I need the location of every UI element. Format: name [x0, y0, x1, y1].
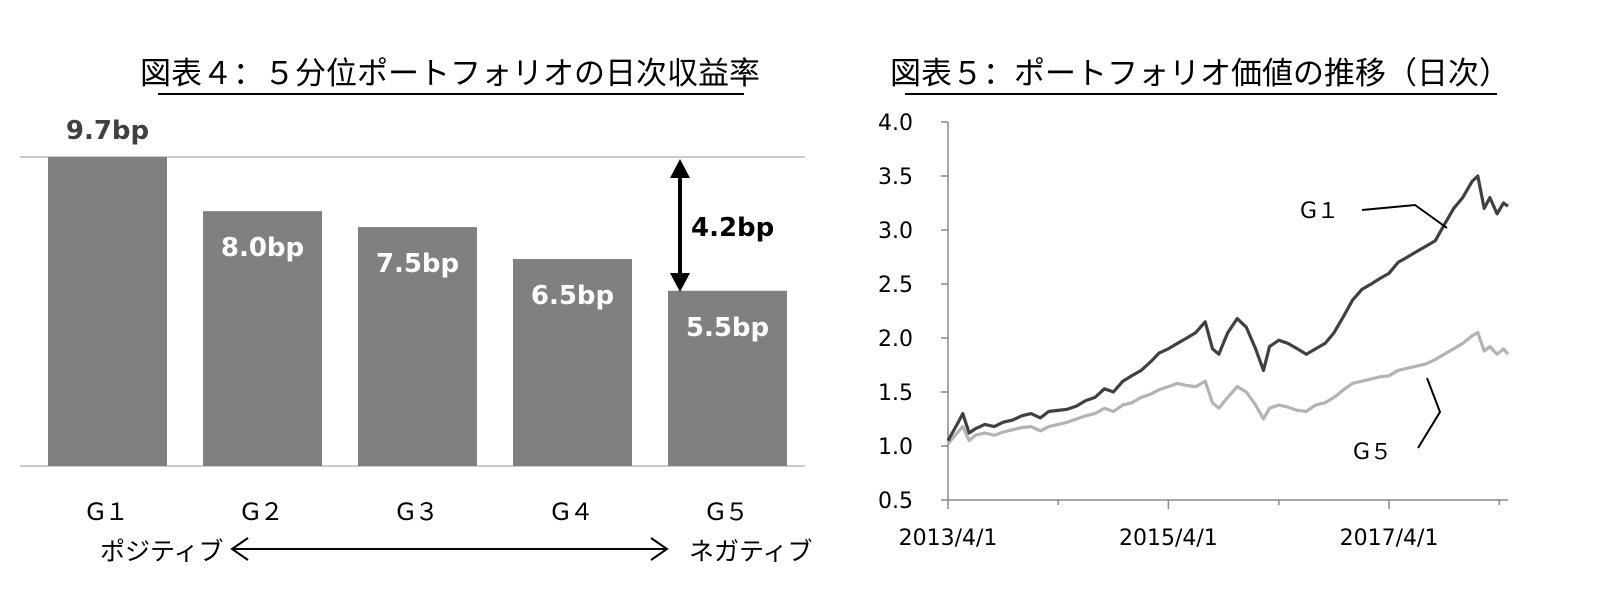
- g1-leader-line: [1361, 203, 1448, 229]
- bar-category-3: G３: [396, 498, 439, 526]
- g5-leader-line: [1417, 377, 1442, 449]
- bar-value-label-5: 5.5bp: [686, 313, 769, 343]
- bar-category-4: G４: [551, 498, 594, 526]
- direction-arrow: [230, 537, 669, 561]
- y-tick-label: 2.0: [878, 327, 913, 352]
- series-label-g5: G５: [1353, 440, 1392, 465]
- bar-category-2: G２: [241, 498, 284, 526]
- bar-category-1: G１: [86, 498, 129, 526]
- bar-value-label-1: 9.7bp: [66, 116, 149, 146]
- bar-2: [203, 211, 322, 466]
- direction-label-negative: ネガティブ: [689, 537, 813, 566]
- portfolio-value-line-chart: 図表５：ポートフォリオ価値の推移（日次） 0.5 1.0 1.5 2.0 2.5 3.0 3…: [878, 56, 1510, 551]
- direction-label-positive: ポジティブ: [100, 537, 224, 566]
- bar-value-label-2: 8.0bp: [221, 233, 304, 263]
- spread-arrow-head-down: [670, 273, 690, 292]
- bar-category-labels: G１ G２ G３ G４ G５: [86, 498, 749, 526]
- bar-value-label-4: 6.5bp: [531, 281, 614, 311]
- quintile-bar-chart: 図表４：５分位ポートフォリオの日次収益率 9.7bp 8.0bp 7.5bp 6.5b…: [20, 56, 813, 566]
- x-tick-label: 2015/4/1: [1119, 526, 1218, 551]
- bar-value-label-3: 7.5bp: [376, 249, 459, 279]
- y-tick-label: 1.5: [878, 381, 913, 406]
- spread-label: 4.2bp: [691, 213, 774, 243]
- y-axis: 0.5 1.0 1.5 2.0 2.5 3.0 3.5 4.0: [878, 111, 949, 514]
- y-tick-label: 4.0: [878, 111, 913, 136]
- series-lines: [946, 174, 1510, 445]
- x-axis: 2013/4/1 2015/4/1 2017/4/1: [899, 499, 1508, 551]
- x-tick-label: 2017/4/1: [1340, 526, 1439, 551]
- line-chart-title: 図表５：ポートフォリオ価値の推移（日次）: [890, 56, 1510, 92]
- y-tick-label: 3.5: [878, 165, 913, 190]
- y-tick-label: 0.5: [878, 489, 913, 514]
- y-tick-label: 2.5: [878, 273, 913, 298]
- series-line-g1: [946, 174, 1509, 442]
- series-line-g5: [946, 331, 1510, 445]
- spread-indicator: 4.2bp: [670, 159, 774, 292]
- y-tick-label: 3.0: [878, 219, 913, 244]
- bar-5: [668, 290, 787, 466]
- bar-value-labels: 9.7bp 8.0bp 7.5bp 6.5bp 5.5bp: [66, 116, 769, 343]
- bar-category-5: G５: [706, 498, 749, 526]
- spread-arrow-head-up: [670, 159, 690, 178]
- bar-1: [48, 157, 167, 466]
- bar-chart-title: 図表４：５分位ポートフォリオの日次収益率: [140, 56, 760, 92]
- series-label-g1: G１: [1300, 199, 1339, 224]
- bar-4: [513, 258, 632, 466]
- x-tick-label: 2013/4/1: [899, 526, 998, 551]
- bar-3: [358, 227, 477, 466]
- y-tick-label: 1.0: [878, 435, 913, 460]
- bars-group: [48, 157, 787, 466]
